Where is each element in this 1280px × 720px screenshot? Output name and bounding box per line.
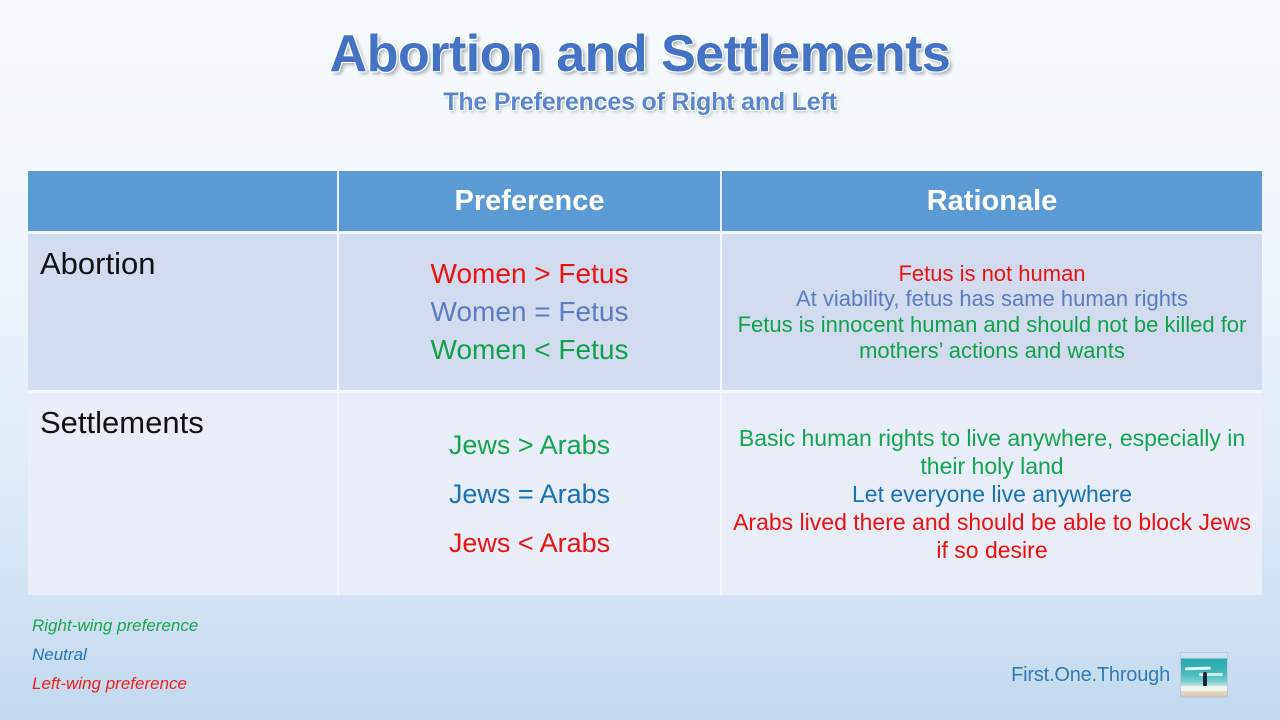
branding: First.One.Through (1011, 652, 1228, 698)
legend-item-left-wing: Left-wing preference (32, 674, 187, 694)
preference-line: Jews > Arabs (448, 429, 611, 460)
column-header-preference: Preference (339, 171, 722, 231)
brand-name: First.One.Through (1011, 663, 1170, 686)
preference-line: Women < Fetus (430, 334, 629, 365)
table-row: Settlements Jews > Arabs Jews = Arabs Je… (28, 390, 1262, 595)
table-header-row: Preference Rationale (28, 171, 1262, 231)
rationale-cell-abortion: Fetus is not human At viability, fetus h… (722, 231, 1262, 390)
color-legend: Right-wing preference Neutral Left-wing … (32, 611, 198, 699)
person-icon (1203, 672, 1207, 676)
rationale-line: Fetus is innocent human and should not b… (737, 312, 1247, 363)
preference-table: Preference Rationale Abortion Women > Fe… (28, 171, 1262, 595)
preference-line: Women = Fetus (430, 296, 629, 327)
page-subtitle: The Preferences of Right and Left (443, 88, 837, 117)
row-label-settlements: Settlements (28, 390, 339, 595)
preference-cell-settlements: Jews > Arabs Jews = Arabs Jews < Arabs (339, 390, 722, 595)
rationale-cell-settlements: Basic human rights to live anywhere, esp… (722, 390, 1262, 595)
shoreline-icon (1181, 686, 1227, 691)
rationale-line: Fetus is not human (898, 260, 1086, 286)
legend-item-right-wing: Right-wing preference (32, 616, 199, 635)
preference-line: Jews = Arabs (448, 478, 611, 509)
legend-item-neutral: Neutral (32, 645, 87, 665)
wave-icon (1199, 673, 1223, 676)
rationale-line: Arabs lived there and should be able to … (733, 509, 1251, 564)
table-row: Abortion Women > Fetus Women = Fetus Wom… (28, 231, 1262, 390)
row-label-abortion: Abortion (28, 231, 339, 390)
preference-cell-abortion: Women > Fetus Women = Fetus Women < Fetu… (339, 231, 722, 390)
page-title: Abortion and Settlements (329, 25, 951, 83)
preference-line: Jews < Arabs (448, 527, 611, 558)
beach-photo-icon (1180, 652, 1228, 698)
title-block: Abortion and Settlements The Preferences… (0, 0, 1280, 117)
rationale-line: At viability, fetus has same human right… (795, 286, 1189, 312)
wave-icon (1184, 666, 1212, 671)
rationale-line: Let everyone live anywhere (852, 480, 1132, 507)
column-header-topic (28, 171, 339, 231)
column-header-rationale: Rationale (722, 171, 1262, 231)
rationale-line: Basic human rights to live anywhere, esp… (738, 424, 1246, 479)
person-icon (1203, 675, 1207, 686)
preference-line: Women > Fetus (430, 258, 629, 289)
